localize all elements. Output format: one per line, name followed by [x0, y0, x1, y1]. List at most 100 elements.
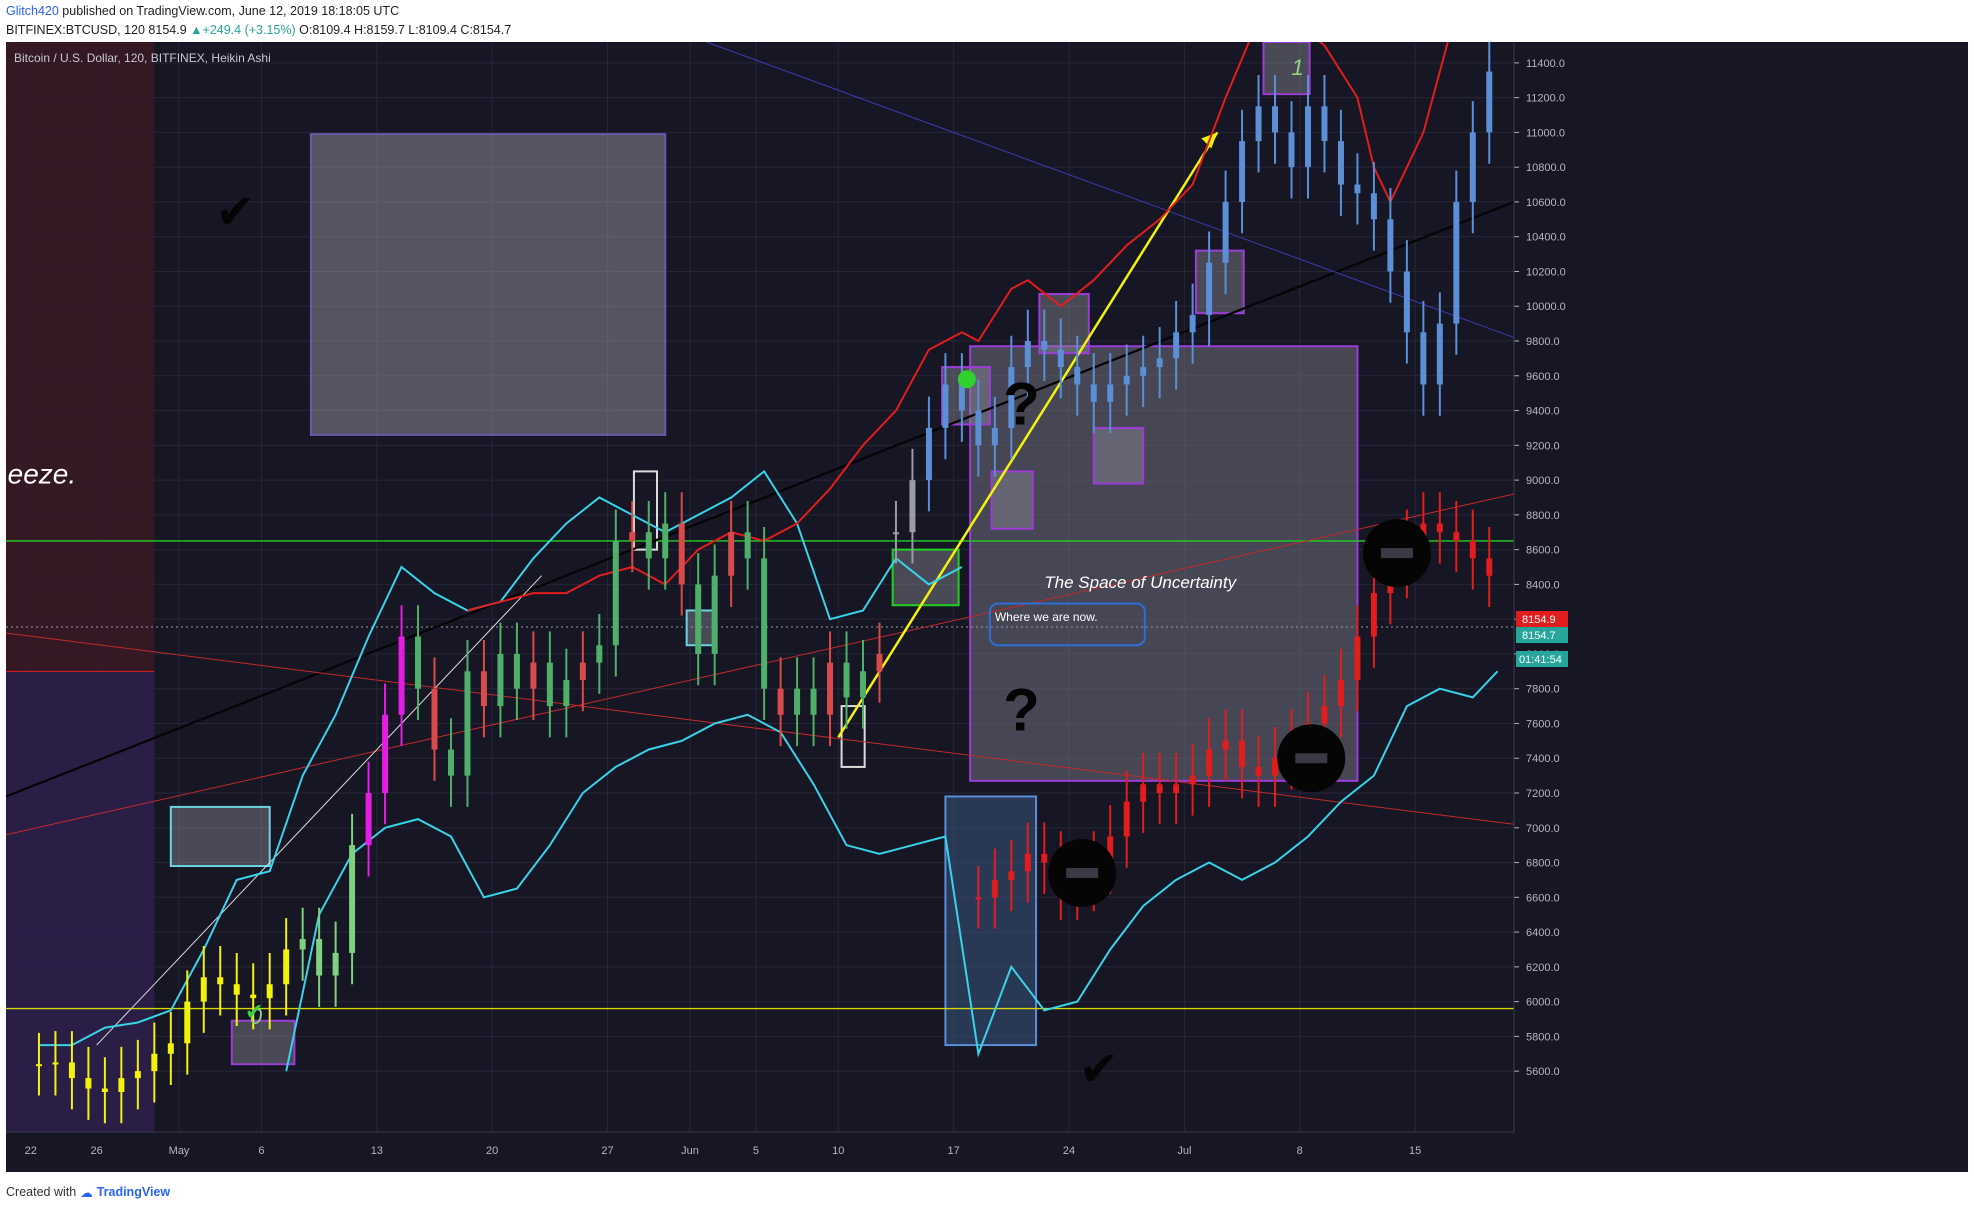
candle-body	[843, 662, 850, 698]
y-tick-label: 11400.0	[1526, 58, 1565, 70]
callout-box	[988, 602, 1146, 647]
price-label-bg	[1516, 611, 1568, 628]
x-tick-label: 15	[1409, 1145, 1421, 1157]
annotation-text: The Space of Uncertainty	[1044, 573, 1237, 592]
x-axis-bg	[6, 1132, 1968, 1172]
stop-marker-bar	[1380, 548, 1413, 559]
candle-body	[1041, 341, 1048, 350]
candle-body	[860, 671, 867, 698]
candle-body	[1222, 740, 1229, 750]
candle-body	[1140, 784, 1147, 802]
white-box	[840, 705, 866, 768]
candle-body	[662, 523, 669, 559]
x-tick-label: 6	[258, 1145, 264, 1157]
candle-body	[1436, 323, 1443, 385]
high-value: 8159.7	[366, 23, 405, 37]
highlight-box	[1092, 426, 1145, 485]
candle-body	[151, 1053, 158, 1072]
y-tick-label: 8800.0	[1526, 510, 1560, 522]
y-tick-label: 9600.0	[1526, 371, 1560, 383]
highlight-box	[1262, 42, 1311, 96]
price-label: 8154.7	[1522, 630, 1556, 642]
candle-body	[1453, 532, 1460, 541]
tradingview-logo-icon: ☁	[80, 1185, 93, 1200]
y-tick-label: 10000.0	[1526, 301, 1566, 313]
candle-body	[1239, 141, 1246, 202]
candle-body	[497, 653, 504, 707]
candle-body	[1469, 132, 1476, 202]
x-tick-label: 20	[486, 1145, 498, 1157]
candle-body	[728, 532, 735, 576]
close-label: C:	[460, 23, 473, 37]
candle-body	[975, 897, 982, 900]
candle-body	[892, 532, 899, 535]
tradingview-brand[interactable]: TradingView	[96, 1185, 171, 1199]
candle-body	[629, 532, 636, 541]
candle-body	[876, 653, 883, 672]
author-link[interactable]: Glitch420	[6, 4, 59, 18]
candle-body	[250, 994, 257, 999]
x-tick-label: Jun	[681, 1145, 699, 1157]
y-tick-label: 7600.0	[1526, 718, 1560, 730]
candle-body	[1024, 853, 1031, 872]
check-icon: ✔	[215, 184, 255, 240]
price-chart[interactable]: eeze. The Space of Uncertainty Where we ar…	[6, 42, 1968, 1172]
y-tick-label: 9000.0	[1526, 475, 1560, 487]
y-tick-label: 5600.0	[1526, 1066, 1560, 1078]
candle-body	[1420, 332, 1427, 385]
candle-body	[1206, 262, 1213, 315]
candle-body	[1156, 784, 1163, 794]
check-icon: ✔	[245, 1000, 263, 1025]
candle-body	[1107, 384, 1114, 402]
candle-body	[991, 427, 998, 446]
candle-body	[1008, 871, 1015, 880]
candle-body	[695, 584, 702, 654]
countdown-bg	[1516, 651, 1568, 668]
candle-body	[184, 1001, 191, 1044]
band-line	[467, 42, 1449, 612]
candle-body	[118, 1078, 125, 1093]
y-tick-label: 11000.0	[1526, 127, 1565, 139]
y-tick-label: 8600.0	[1526, 545, 1560, 557]
candle-body	[233, 984, 240, 995]
x-tick-label: 17	[948, 1145, 960, 1157]
candle-body	[1403, 271, 1410, 333]
candle-body	[761, 558, 768, 689]
candle-body	[1239, 740, 1246, 767]
price-label: 8154.9	[1522, 614, 1556, 626]
candle-body	[777, 688, 784, 715]
y-tick-label: 6600.0	[1526, 892, 1560, 904]
candle-body	[1189, 775, 1196, 785]
candle-body	[1090, 384, 1097, 402]
candle-body	[35, 1064, 42, 1067]
candle-body	[68, 1062, 75, 1079]
trendline	[6, 493, 1515, 836]
candle-body	[711, 575, 718, 654]
candle-body	[579, 662, 586, 681]
annotations: eeze. The Space of Uncertainty Where we ar…	[8, 55, 1431, 1097]
trendline	[6, 632, 1515, 825]
candle-body	[794, 688, 801, 715]
chart-area[interactable]: eeze. The Space of Uncertainty Where we ar…	[6, 42, 1968, 1172]
candle-body	[200, 977, 207, 1002]
candle-body	[1354, 636, 1361, 681]
candle-body	[1173, 332, 1180, 359]
candle-body	[316, 939, 323, 976]
y-tick-label: 6400.0	[1526, 927, 1560, 939]
y-tick-label: 10200.0	[1526, 266, 1566, 278]
candle-body	[464, 671, 471, 776]
candles	[35, 42, 1493, 1124]
annotation-text: Where we are now.	[995, 610, 1098, 624]
candle-body	[1222, 201, 1229, 263]
candle-body	[678, 523, 685, 585]
created-with-label: Created with	[6, 1185, 77, 1199]
candle-body	[1041, 853, 1048, 863]
x-tick-label: Jul	[1177, 1145, 1191, 1157]
candle-body	[810, 688, 817, 715]
candle-body	[1486, 558, 1493, 576]
chart-title: Bitcoin / U.S. Dollar, 120, BITFINEX, He…	[14, 51, 271, 65]
candle-body	[431, 688, 438, 750]
trendline	[837, 131, 1219, 739]
price-change: +249.4 (+3.15%)	[202, 23, 296, 37]
candle-body	[909, 480, 916, 533]
